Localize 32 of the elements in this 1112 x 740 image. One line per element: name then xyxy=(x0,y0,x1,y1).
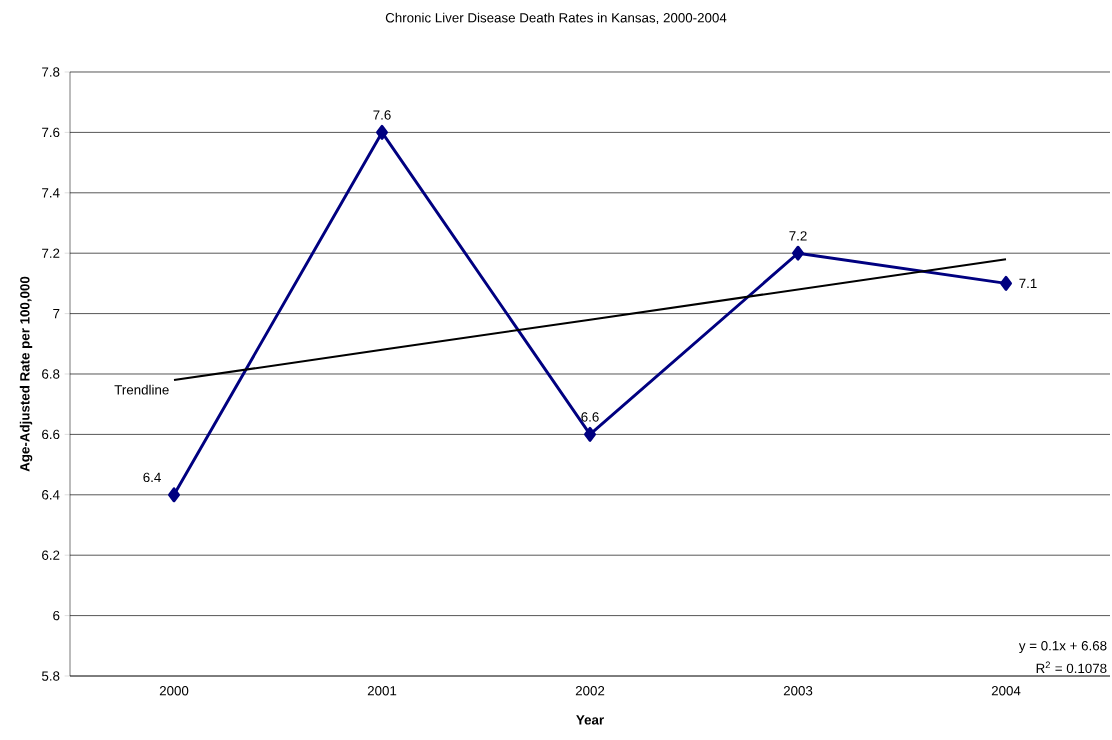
data-label: 7.1 xyxy=(1019,278,1037,288)
point xyxy=(376,124,388,140)
annotation: R$^{2}$ = 0.1078 xyxy=(1036,661,1107,674)
y-axis-title: Age-Adjusted Rate per 100,000 xyxy=(19,276,33,472)
y-tick-label: 7.2 xyxy=(42,248,60,258)
y-tick-label: 5.8 xyxy=(41,671,60,681)
point xyxy=(1000,275,1012,291)
x-tick-label: 2003 xyxy=(783,686,813,696)
point xyxy=(584,426,596,442)
y-tick-label: 7.4 xyxy=(42,188,60,198)
y-tick-label: 7.8 xyxy=(42,67,60,77)
x-tick-label: 2004 xyxy=(991,686,1021,696)
x-tick-label: 2000 xyxy=(159,686,189,696)
data-label: 7.6 xyxy=(373,110,391,120)
data-label: 6.4 xyxy=(143,472,161,483)
chart-title: Chronic Liver Disease Death Rates in Kansas, 2000-2004 xyxy=(385,12,727,25)
point xyxy=(792,245,804,261)
y-tick-label: 6.4 xyxy=(42,490,60,500)
y-tick-label: 6 xyxy=(53,610,60,621)
y-tick-label: 7 xyxy=(53,309,60,319)
data-label: 6.6 xyxy=(581,412,599,422)
y-tick-label: 6.8 xyxy=(42,369,60,379)
x-tick-label: 2002 xyxy=(575,686,605,696)
x-axis-title: Year xyxy=(576,715,604,725)
y-tick-label: 6.6 xyxy=(42,429,60,440)
point xyxy=(168,487,180,503)
data-label: 7.2 xyxy=(789,231,807,241)
x-tick-label: 2001 xyxy=(367,686,397,696)
y-tick-label: 6.2 xyxy=(42,550,60,560)
series-label: Trendline xyxy=(114,384,169,395)
annotation: y = 0.1x + 6.68 xyxy=(1018,640,1107,654)
y-tick-label: 7.6 xyxy=(42,127,60,138)
